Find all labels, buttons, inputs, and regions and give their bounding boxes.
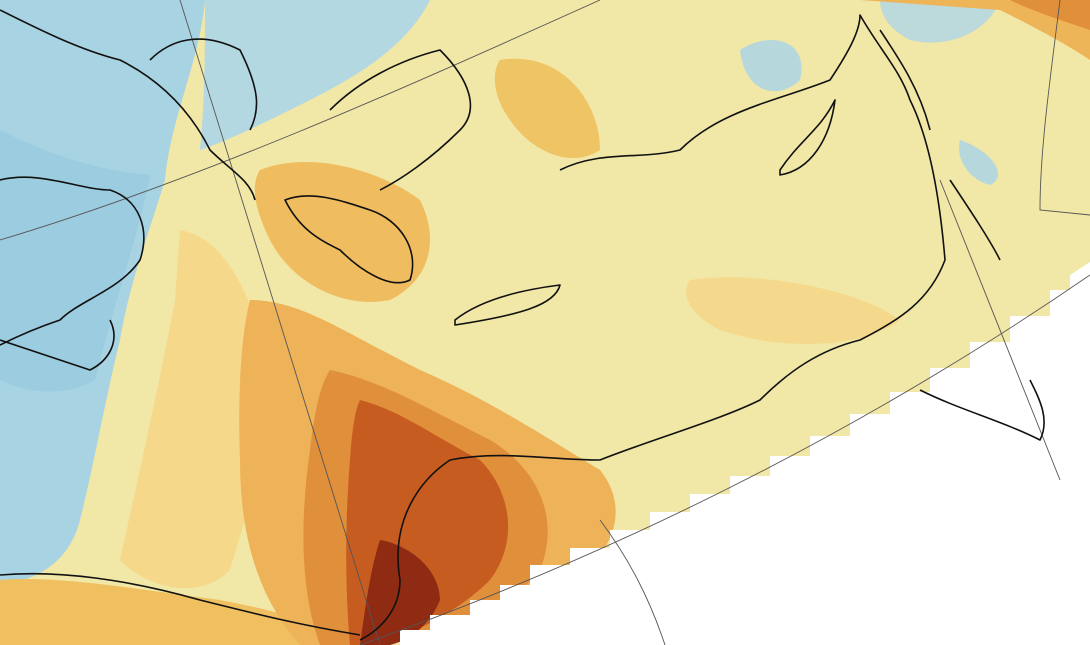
- warm-corner: [860, 0, 1090, 60]
- coastline: [0, 9, 256, 201]
- coastline: [879, 29, 931, 131]
- graticule: [599, 519, 666, 645]
- coastline: [359, 14, 946, 641]
- cool-patch: [880, 0, 1000, 43]
- no-data-region: [400, 262, 1090, 645]
- coastline: [149, 38, 258, 131]
- coastline: [0, 176, 145, 346]
- warm-band: [120, 230, 272, 589]
- graticule: [0, 0, 601, 241]
- cool-patch: [959, 140, 999, 185]
- warm-patch: [686, 277, 900, 344]
- cool-patch: [740, 40, 802, 92]
- warm-patch: [494, 58, 600, 159]
- graticule: [1039, 0, 1090, 216]
- cool-region-deep: [0, 130, 150, 392]
- graticule: [939, 179, 1061, 481]
- graticule: [359, 274, 1090, 645]
- warm-region-south: [0, 579, 360, 645]
- coastline: [919, 379, 1045, 441]
- hot-region-peak: [360, 540, 440, 645]
- coastline: [779, 99, 836, 176]
- coastline: [454, 284, 561, 326]
- coastline: [0, 572, 361, 636]
- coastline: [329, 49, 472, 191]
- cool-region-north: [200, 0, 430, 150]
- coastline: [949, 179, 1001, 261]
- coastline: [0, 319, 115, 371]
- graticule: [179, 0, 381, 645]
- coastline: [284, 195, 414, 284]
- hot-corner: [1010, 0, 1090, 30]
